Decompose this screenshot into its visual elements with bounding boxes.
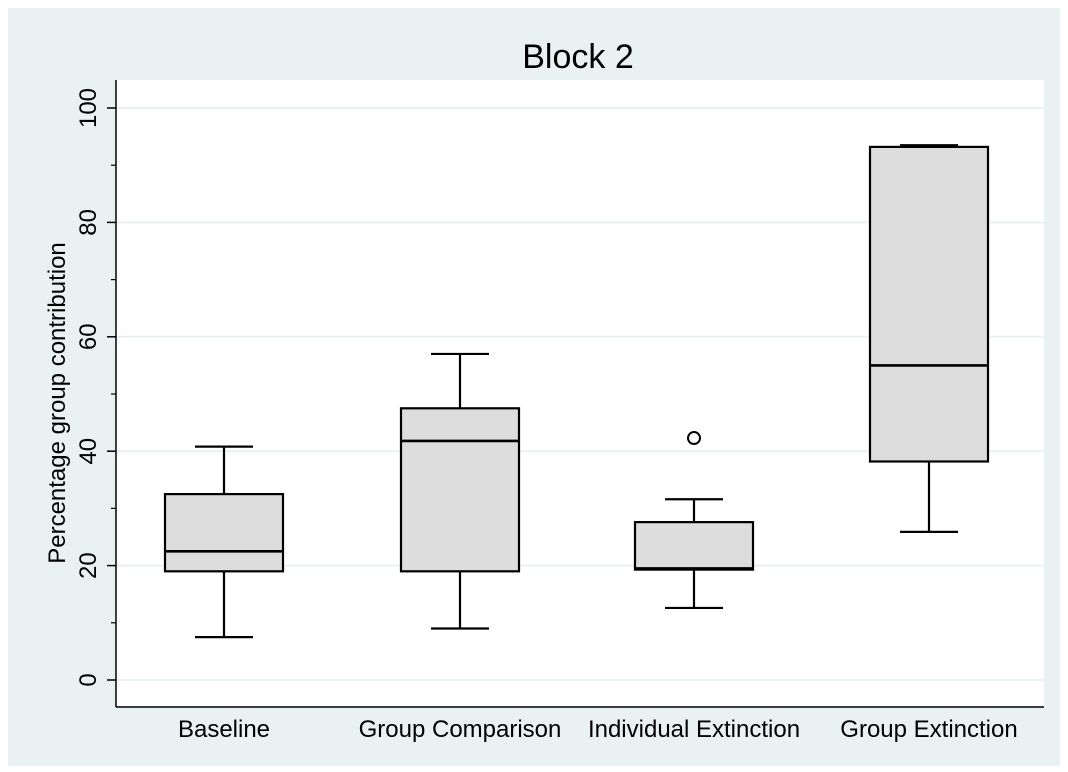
box-iqr <box>633 521 755 571</box>
x-tick-label: Individual Extinction <box>588 716 800 743</box>
box-iqr <box>868 145 990 463</box>
y-tick-label: 100 <box>75 88 102 128</box>
y-tick-label: 80 <box>75 209 102 236</box>
y-tick-label: 0 <box>75 673 102 686</box>
chart-title: Block 2 <box>522 38 634 76</box>
y-tick-label: 60 <box>75 323 102 350</box>
outlier-point <box>687 431 701 446</box>
y-tick-label: 40 <box>75 438 102 465</box>
box-iqr <box>399 407 521 573</box>
x-tick-label: Baseline <box>178 716 270 743</box>
y-axis-label: Percentage group contribution <box>44 242 71 564</box>
chart-frame: 0 20 40 60 80 100 Baseline Group Comparison Ind… <box>8 8 1060 766</box>
x-tick-label: Group Comparison <box>359 716 562 743</box>
y-tick-label: 20 <box>75 552 102 579</box>
box-plot-chart: 0 20 40 60 80 100 Baseline Group Comparison Ind… <box>44 38 1044 743</box>
box-iqr <box>163 493 285 573</box>
x-tick-label: Group Extinction <box>840 716 1017 743</box>
